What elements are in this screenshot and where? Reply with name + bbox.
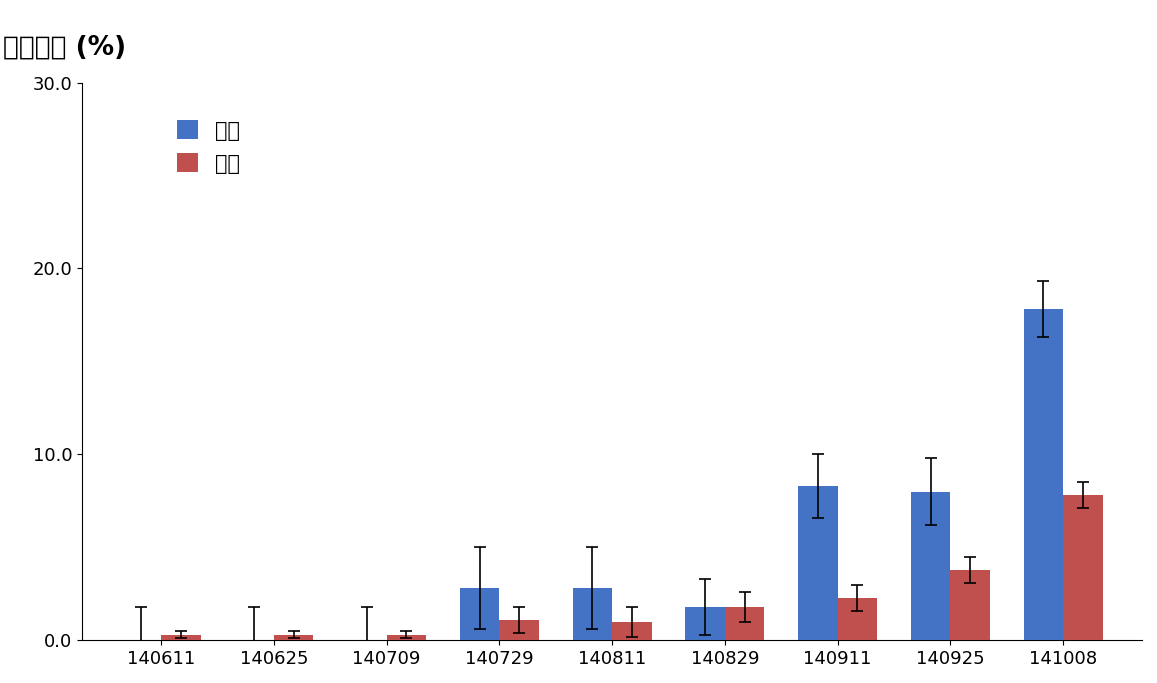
Bar <box>725 607 765 640</box>
Legend: 감홍, 홍로: 감홍, 홍로 <box>167 110 250 184</box>
Bar <box>386 635 426 640</box>
Text: 이병엽율 (%): 이병엽율 (%) <box>2 34 126 60</box>
Bar <box>500 620 539 640</box>
Bar <box>612 622 651 640</box>
Bar <box>838 598 877 640</box>
Bar <box>798 486 838 640</box>
Bar <box>1024 309 1063 640</box>
Bar <box>1063 495 1103 640</box>
Bar <box>460 588 500 640</box>
Bar <box>911 492 950 640</box>
Bar <box>950 570 989 640</box>
Bar <box>161 635 200 640</box>
Bar <box>685 607 725 640</box>
Bar <box>274 635 314 640</box>
Bar <box>573 588 612 640</box>
